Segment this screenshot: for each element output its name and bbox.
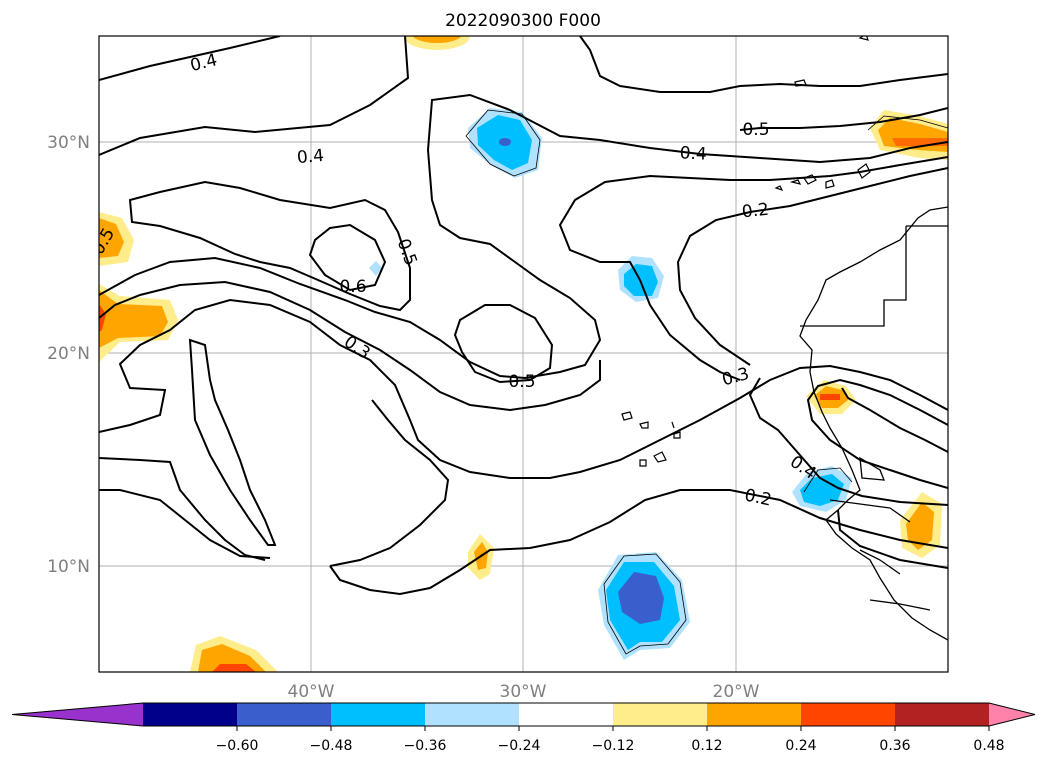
- islands: [621, 36, 871, 467]
- contour-03: [99, 298, 948, 479]
- contour-04-lower: [99, 280, 601, 412]
- colorbar-extend-max: [989, 703, 1035, 726]
- contour-label: 0.2: [741, 200, 770, 223]
- contour-03-right: [558, 156, 948, 381]
- contour-02-right: [676, 167, 948, 366]
- contour-label: 0.6: [339, 277, 366, 297]
- colorbar: −0.60 −0.48 −0.36 −0.24 −0.12 0.12 0.24 0.36 0.4…: [11, 702, 1036, 754]
- colorbar-tick-label: −0.12: [592, 738, 635, 754]
- colorbar-extend-min: [12, 703, 143, 726]
- colorbar-segment: [143, 703, 238, 726]
- anomaly-orange-left-25n: [99, 212, 134, 266]
- colorbar-tick-label: −0.24: [498, 738, 541, 754]
- border-3: [829, 499, 911, 523]
- africa-coastline: [799, 206, 948, 641]
- lat-tick-10n: 10°N: [47, 557, 90, 577]
- contour-04-top: [99, 36, 281, 81]
- contour-02-lower: [329, 489, 948, 596]
- contour-05-right: [739, 107, 948, 131]
- lat-tick-20n: 20°N: [47, 344, 90, 364]
- contour-02-left: [99, 489, 271, 559]
- colorbar-segment: [425, 703, 520, 726]
- island-cv-1: [621, 411, 633, 421]
- anomaly-blue-8n: [598, 552, 690, 660]
- colorbar-tick-label: −0.36: [404, 738, 447, 754]
- contour-label: 0.4: [679, 143, 707, 164]
- anomaly-blue-23n: [618, 256, 664, 302]
- lon-tick-20w: 20°W: [713, 682, 760, 702]
- border-2: [800, 226, 907, 327]
- anomaly-orange-18n: [806, 380, 856, 414]
- contour-04-05-main: [99, 93, 948, 380]
- map-title: 2022090300 F000: [445, 11, 601, 31]
- island-cv-3: [671, 421, 675, 429]
- map-content: 0.4 0.4 0.5 0.4 0.2 0.5 0.6 0.3 0.5 0.3 …: [99, 36, 948, 672]
- contour-coast-2: [748, 377, 948, 506]
- anomaly-orange-bottom: [190, 636, 278, 672]
- colorbar-segment: [331, 703, 426, 726]
- border-5: [869, 599, 931, 611]
- contour-03-lower: [99, 457, 266, 561]
- contour-05-center: [453, 304, 554, 384]
- colorbar-segment: [519, 703, 614, 726]
- island-canary-5: [857, 163, 871, 179]
- coastlines: [799, 206, 948, 641]
- island-canary-2: [789, 179, 802, 185]
- island-cv-4: [673, 431, 681, 439]
- island-cv-6: [653, 451, 667, 463]
- contour-03-finger: [188, 338, 277, 546]
- contour-label: 0.5: [508, 372, 535, 392]
- colorbar-tick-label: −0.60: [216, 738, 259, 754]
- colorbar-segment: [707, 703, 802, 726]
- contour-05-top: [579, 36, 948, 93]
- contour-label: 0.5: [742, 120, 769, 140]
- island-canary-1: [774, 185, 784, 192]
- island-cv-5: [639, 459, 647, 467]
- colorbar-segment: [895, 703, 990, 726]
- colorbar-segment: [801, 703, 896, 726]
- anomaly-blue-small: [369, 261, 382, 276]
- border-4: [859, 549, 901, 575]
- contour-05-coast: [841, 387, 948, 453]
- lon-ticks: 40°W 30°W 20°W: [288, 682, 760, 702]
- anomaly-top-center: [404, 36, 470, 50]
- map-frame: [98, 35, 949, 673]
- lon-tick-40w: 40°W: [288, 682, 335, 702]
- contour-05-left: [128, 180, 411, 312]
- colorbar-tick-label: 0.36: [879, 738, 910, 754]
- island-top: [858, 36, 869, 41]
- colorbar-segment: [613, 703, 708, 726]
- colorbar-tick-label: 0.12: [691, 738, 722, 754]
- contour-lines: [99, 36, 948, 596]
- colorbar-tick-label: 0.24: [785, 738, 816, 754]
- contour-02-wedge: [329, 399, 450, 567]
- contour-coast-3: [837, 509, 948, 569]
- contour-label: 0.4: [296, 146, 325, 168]
- colorbar-tick-label: −0.48: [310, 738, 353, 754]
- island-canary-3: [803, 174, 817, 185]
- lon-tick-30w: 30°W: [500, 682, 547, 702]
- lat-ticks: 30°N 20°N 10°N: [47, 133, 90, 577]
- lat-tick-30n: 30°N: [47, 133, 90, 153]
- colorbar-tick-label: 0.48: [973, 738, 1004, 754]
- border-gambia: [859, 456, 885, 481]
- contour-04-upper: [99, 36, 410, 156]
- island-canary-4: [825, 179, 835, 189]
- colorbar-outline: [11, 702, 1036, 727]
- island-cv-2: [639, 421, 649, 429]
- colorbar-segment: [237, 703, 332, 726]
- contour-06: [308, 223, 387, 292]
- contour-04-coast: [806, 378, 948, 489]
